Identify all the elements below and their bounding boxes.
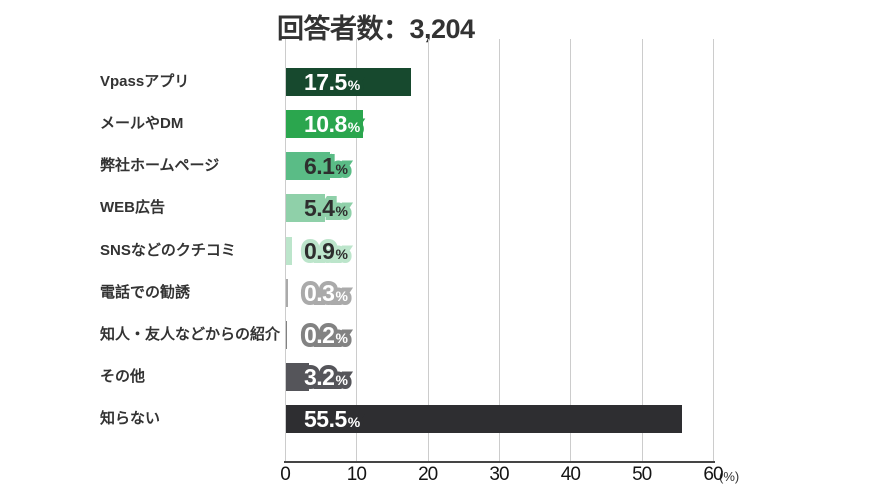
value-number: 0.9 xyxy=(300,234,339,268)
value-label-text: 0.2% xyxy=(304,322,348,348)
value-label-outline: 0.2% xyxy=(300,318,352,353)
value-number: 55.5 xyxy=(304,406,347,432)
bar-8 xyxy=(286,405,682,433)
value-number: 0.2 xyxy=(300,318,339,352)
x-tick-label-10: 10 xyxy=(346,464,367,485)
value-number: 0.2 xyxy=(304,321,335,348)
value-unit: % xyxy=(335,371,348,388)
x-tick-label-60: 60 xyxy=(703,464,723,485)
value-number: 17.5 xyxy=(300,65,351,99)
x-tick-label-0: 0 xyxy=(280,464,291,485)
value-number: 6.1 xyxy=(300,149,339,183)
category-label-3: WEB広告 xyxy=(100,199,165,217)
value-label: 0.2% 0.2% xyxy=(300,318,352,353)
x-tick-label-50: 50 xyxy=(632,464,652,485)
gridline-50 xyxy=(641,39,643,461)
value-label-text: 6.1% xyxy=(304,153,348,179)
value-label-outline: 6.1% xyxy=(300,149,352,184)
x-tick-label-30: 30 xyxy=(489,464,509,485)
value-number: 0.3 xyxy=(304,279,335,306)
value-label-text: 17.5% xyxy=(304,69,360,95)
value-unit: % xyxy=(335,245,348,262)
value-number: 0.3 xyxy=(300,276,339,310)
x-tick-label-40: 40 xyxy=(560,464,581,485)
value-number: 10.8 xyxy=(300,107,351,141)
value-label: 17.5% 17.5% xyxy=(300,65,364,100)
value-label: 0.9% 0.9% xyxy=(300,234,352,269)
value-label-text: 0.3% xyxy=(304,280,348,306)
value-unit: % xyxy=(344,410,364,434)
value-label-outline: 5.4% xyxy=(300,191,352,226)
x-axis-line xyxy=(284,461,715,463)
value-label-text: 5.4% xyxy=(304,195,348,221)
bar-3 xyxy=(286,194,325,223)
value-label-outline: 0.9% xyxy=(300,234,352,269)
value-label: 3.2% 3.2% xyxy=(300,360,352,395)
chart-title: 回答者数：3,204 xyxy=(277,14,475,44)
value-unit: % xyxy=(332,242,352,266)
bar-0 xyxy=(286,68,411,96)
value-unit: % xyxy=(344,115,364,139)
category-label-0: Vpassアプリ xyxy=(100,73,190,90)
value-unit: % xyxy=(344,73,364,97)
value-unit: % xyxy=(332,368,352,392)
x-axis-unit-label: (%) xyxy=(719,469,740,484)
value-unit: % xyxy=(335,287,348,304)
value-unit: % xyxy=(335,161,348,178)
gridline-30 xyxy=(499,39,500,461)
value-number: 0.9 xyxy=(304,237,335,264)
category-label-4: SNSなどのクチコミ xyxy=(100,241,236,259)
value-label: 6.1% 6.1% xyxy=(300,149,352,184)
value-number: 5.4 xyxy=(304,195,335,222)
value-label: 5.4% 5.4% xyxy=(300,191,352,226)
gridline-40 xyxy=(570,39,572,461)
value-number: 10.8 xyxy=(304,111,347,138)
gridline-0 xyxy=(285,39,286,461)
value-label-outline: 3.2% xyxy=(300,360,352,395)
gridline-10 xyxy=(356,39,358,461)
value-number: 5.4 xyxy=(300,191,339,225)
value-unit: % xyxy=(332,326,352,350)
category-label-7: その他 xyxy=(100,367,146,385)
bar-2 xyxy=(286,152,330,181)
bar-4 xyxy=(286,236,293,265)
value-label-outline: 17.5% xyxy=(300,65,364,100)
x-tick-label-20: 20 xyxy=(418,464,438,485)
value-label-outline: 55.5% xyxy=(300,402,364,437)
value-label-text: 3.2% xyxy=(304,364,348,390)
value-label: 55.5% 55.5% xyxy=(300,402,364,437)
bar-5 xyxy=(286,278,289,307)
value-unit: % xyxy=(332,199,352,223)
value-label-text: 55.5% xyxy=(304,406,360,432)
value-number: 17.5 xyxy=(304,69,347,95)
category-label-8: 知らない xyxy=(100,410,161,427)
category-label-6: 知人・友人などからの紹介 xyxy=(100,325,281,343)
value-unit: % xyxy=(332,157,352,181)
category-label-5: 電話での勧誘 xyxy=(100,283,191,301)
value-label-text: 0.9% xyxy=(304,238,348,264)
gridline-20 xyxy=(427,39,429,461)
gridline-60 xyxy=(713,39,714,461)
value-unit: % xyxy=(335,203,348,220)
bar-1 xyxy=(286,110,364,139)
bar-6 xyxy=(286,320,288,349)
value-label-text: 10.8% xyxy=(304,111,360,137)
value-label: 10.8% 10.8% xyxy=(300,107,364,142)
value-number: 3.2 xyxy=(304,363,335,390)
value-unit: % xyxy=(332,284,352,308)
value-label-outline: 10.8% xyxy=(300,107,364,142)
value-unit: % xyxy=(347,77,360,93)
value-unit: % xyxy=(347,414,360,430)
bar-7 xyxy=(286,362,309,391)
category-label-1: メールやDM xyxy=(100,115,184,133)
value-label: 0.3% 0.3% xyxy=(300,276,352,311)
value-unit: % xyxy=(335,329,348,346)
value-label-outline: 0.3% xyxy=(300,276,352,311)
category-label-2: 弊社ホームページ xyxy=(100,157,220,175)
value-number: 55.5 xyxy=(300,402,351,436)
value-number: 6.1 xyxy=(304,153,335,180)
value-unit: % xyxy=(347,119,360,136)
value-number: 3.2 xyxy=(300,360,339,394)
